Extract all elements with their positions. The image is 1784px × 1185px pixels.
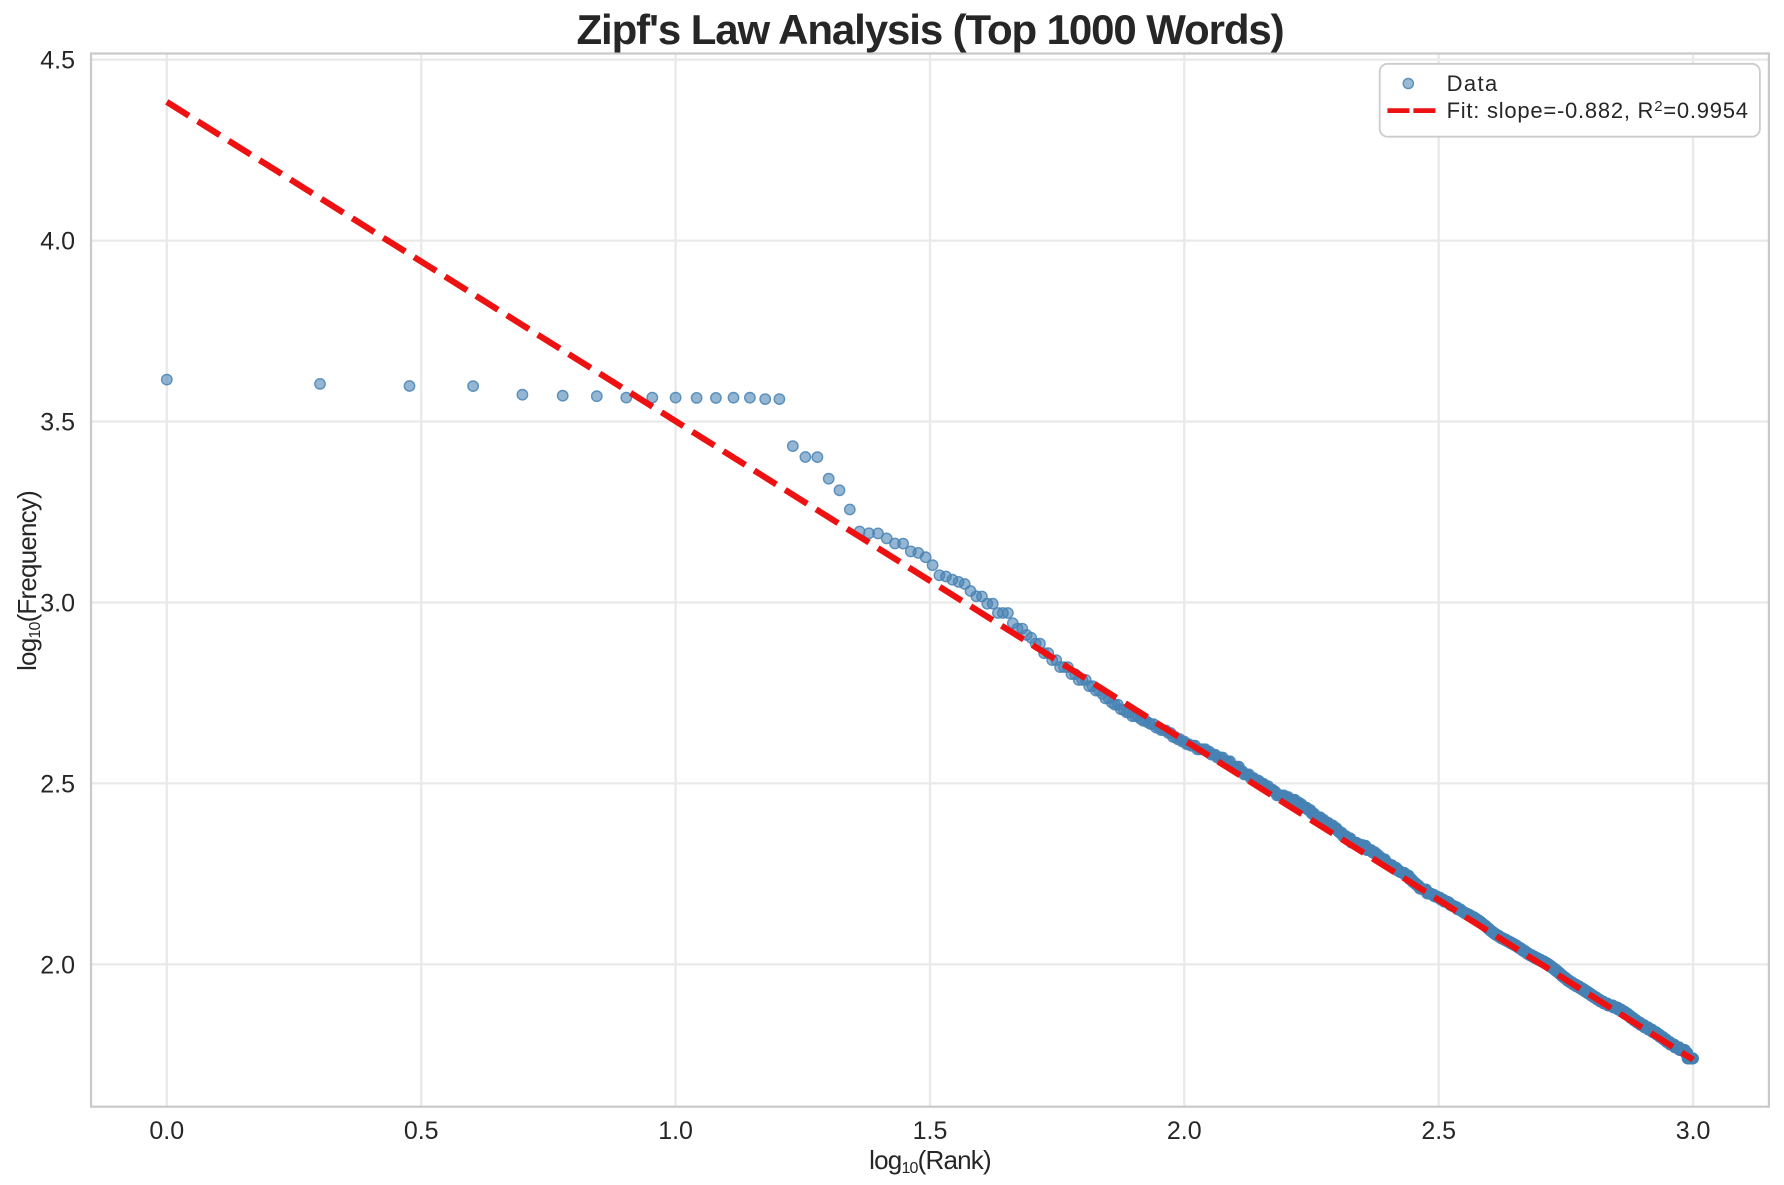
svg-text:2.5: 2.5 xyxy=(1421,1117,1456,1145)
svg-text:3.5: 3.5 xyxy=(40,408,75,436)
svg-text:0.0: 0.0 xyxy=(149,1117,184,1145)
svg-text:2.5: 2.5 xyxy=(40,770,75,798)
svg-text:3.0: 3.0 xyxy=(40,589,75,617)
svg-text:3.0: 3.0 xyxy=(1676,1117,1711,1145)
svg-text:Data: Data xyxy=(1447,71,1499,96)
svg-text:2.0: 2.0 xyxy=(40,951,75,979)
svg-text:Zipf's Law Analysis (Top 1000: Zipf's Law Analysis (Top 1000 Words) xyxy=(576,6,1283,53)
svg-text:1.0: 1.0 xyxy=(658,1117,693,1145)
svg-text:4.0: 4.0 xyxy=(40,228,75,256)
svg-text:Fit: slope=-0.882, R2=0.9954: Fit: slope=-0.882, R2=0.9954 xyxy=(1447,98,1749,123)
svg-text:4.5: 4.5 xyxy=(40,47,75,75)
svg-text:2.0: 2.0 xyxy=(1167,1117,1202,1145)
svg-text:log10(Frequency): log10(Frequency) xyxy=(12,491,44,671)
svg-text:1.5: 1.5 xyxy=(913,1117,948,1145)
svg-text:log10(Rank): log10(Rank) xyxy=(869,1145,991,1177)
svg-text:0.5: 0.5 xyxy=(404,1117,439,1145)
